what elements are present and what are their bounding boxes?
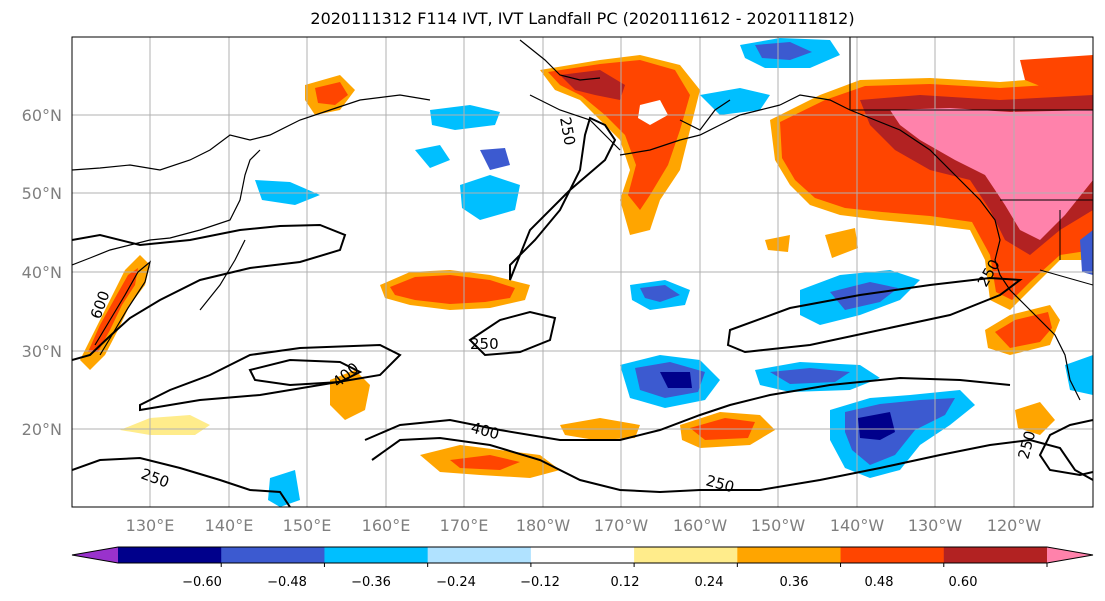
negative-patch [430,105,500,130]
colorbar-segment [943,547,1048,563]
negative-patch [858,412,895,440]
lon-label: 130°W [908,516,963,535]
lon-label: 130°E [126,516,175,535]
negative-patch [770,368,850,384]
lat-label: 20°N [22,420,62,439]
lat-label: 30°N [22,342,62,361]
colorbar-segment [221,547,325,563]
positive-patch [890,108,1093,240]
lat-label: 60°N [22,106,62,125]
colorbar-tick-label: 0.24 [695,575,724,590]
lon-label: 180°W [516,516,571,535]
colorbar-outline [71,546,1094,564]
lon-label: 160°E [362,516,411,535]
colorbar-ticks [220,563,1048,567]
negative-patch [830,282,898,310]
positive-patch [1020,55,1093,90]
map-title: 2020111312 F114 IVT, IVT Landfall PC (20… [310,9,855,28]
negative-patch [660,372,692,388]
colorbar-tick-label: 0.48 [865,575,894,590]
contour-line [248,358,363,387]
colorbar-tick-label: −0.12 [520,575,560,590]
colorbar-segment [427,547,532,563]
contour-line [72,456,291,507]
lon-label: 170°E [440,516,489,535]
positive-patch [315,82,348,105]
negative-patch [268,470,300,507]
negative-patch [480,148,510,170]
positive-patch [88,268,138,352]
contour-line [468,310,557,357]
positive-patch [548,60,690,210]
map-frame [71,36,1094,508]
colorbar: −0.60 −0.48 −0.36 −0.24 −0.12 0.12 0.24 … [71,546,1094,590]
lon-label: 140°E [205,516,254,535]
lon-label: 150°E [283,516,332,535]
positive-patch [1015,402,1055,435]
lat-label: 40°N [22,263,62,282]
negative-patch [845,398,955,465]
colorbar-tick-label: −0.60 [182,575,222,590]
contour-line [726,276,1023,354]
lon-label: 140°W [830,516,885,535]
colorbar-segments [71,546,1094,564]
positive-patch [560,70,625,100]
colorbar-segment [737,547,842,563]
lon-label: 170°W [594,516,649,535]
latitude-axis: 20°N 30°N 40°N 50°N 60°N [22,106,62,439]
colorbar-segment [530,547,635,563]
contour-line [139,343,402,412]
contour-line [364,376,1011,441]
lon-label: 160°W [673,516,728,535]
negative-correlation-patches [255,38,1093,507]
colorbar-extend-max [1047,547,1093,563]
contour-label-250: 250 [556,116,579,147]
colorbar-extend-min [72,547,118,563]
contour-line [509,116,617,281]
contour-line [371,436,1093,494]
positive-patch [825,228,858,258]
colorbar-tick-label: 0.12 [611,575,640,590]
contour-line [72,223,347,361]
colorbar-segment [634,547,738,563]
positive-patch [390,275,515,304]
coastlines [72,39,1081,401]
colorbar-segment [118,547,222,563]
positive-patch [638,100,668,125]
contour-labels: 600 400 250 250 400 250 250 250 250 [87,116,1039,497]
lon-label: 120°W [987,516,1042,535]
colorbar-tick-labels: −0.60 −0.48 −0.36 −0.24 −0.12 0.12 0.24 … [182,575,977,590]
longitude-axis: 130°E 140°E 150°E 160°E 170°E 180°W 170°… [126,516,1042,535]
positive-patch [450,455,520,470]
positive-correlation-patches [80,55,1093,478]
colorbar-tick-label: −0.24 [436,575,476,590]
colorbar-tick-label: −0.36 [351,575,391,590]
lon-label: 150°W [751,516,806,535]
negative-patch [460,175,520,220]
colorbar-tick-label: −0.48 [267,575,307,590]
negative-patch [640,285,680,302]
contour-line [1038,419,1093,477]
negative-patch [415,145,450,168]
colorbar-segment [840,547,945,563]
contour-label-250: 250 [470,335,499,353]
colorbar-tick-label: 0.60 [949,575,978,590]
positive-patch [120,415,210,435]
negative-patch [755,42,812,60]
map-gridlines [72,37,1093,507]
negative-patch [1080,230,1093,275]
political-borders [849,37,1093,286]
colorbar-segment [324,547,429,563]
lat-label: 50°N [22,184,62,203]
colorbar-tick-label: 0.36 [780,575,809,590]
positive-patch [995,312,1052,348]
ivt-contours [72,116,1093,507]
